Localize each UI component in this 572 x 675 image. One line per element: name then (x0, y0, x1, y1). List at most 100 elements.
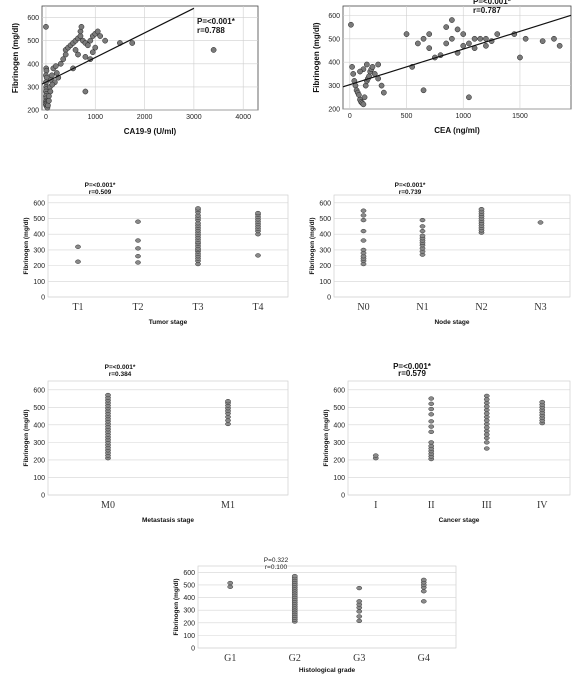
y-tick-label: 0 (41, 295, 45, 302)
data-point (82, 53, 89, 60)
y-tick-label: 300 (183, 608, 195, 615)
data-point (460, 31, 467, 37)
data-point (483, 418, 490, 423)
y-tick-label: 100 (333, 475, 345, 482)
data-point (135, 246, 141, 251)
y-tick-label: 200 (183, 620, 195, 627)
x-tick-label: T2 (132, 302, 143, 313)
y-tick-label: 500 (183, 582, 195, 589)
data-point (556, 42, 563, 49)
data-point (483, 397, 490, 402)
y-tick-label: 100 (33, 279, 45, 286)
data-point (49, 81, 56, 88)
y-tick-label: 400 (27, 61, 39, 68)
annotation-r: r=0.787 (473, 6, 501, 15)
data-point (471, 35, 478, 42)
x-tick-label: IV (537, 500, 548, 511)
data-point (449, 17, 455, 23)
x-tick-label: 1500 (512, 113, 528, 120)
data-point (419, 233, 426, 238)
data-point (75, 51, 81, 58)
y-tick-label: 400 (183, 595, 195, 602)
fit-line (342, 14, 572, 88)
data-point (369, 64, 376, 70)
annotation-p: P=<0.001* (105, 364, 136, 371)
x-tick-label: M1 (221, 500, 235, 511)
x-axis-label: Cancer stage (439, 517, 480, 524)
x-tick-label: 0 (44, 114, 48, 121)
data-point (466, 40, 472, 47)
data-point (420, 599, 427, 604)
data-point (92, 44, 99, 51)
y-tick-label: 400 (319, 232, 331, 239)
y-axis-label: Fibrinogen (mg/dl) (173, 578, 180, 635)
data-point (428, 406, 435, 412)
data-point (360, 228, 367, 234)
data-point (539, 399, 546, 405)
data-point (483, 35, 489, 42)
annotation-p: P=<0.001* (393, 362, 432, 371)
data-point (356, 618, 363, 624)
data-point (375, 61, 382, 68)
data-point (494, 31, 501, 37)
data-point (420, 87, 427, 94)
data-point (426, 31, 433, 37)
data-point (225, 399, 231, 404)
data-point (129, 40, 136, 46)
data-point (255, 253, 261, 258)
y-tick-label: 600 (33, 200, 45, 207)
data-point (483, 400, 490, 406)
y-tick-label: 500 (33, 216, 45, 223)
y-tick-label: 400 (333, 422, 345, 429)
y-tick-label: 400 (33, 422, 45, 429)
y-tick-label: 300 (328, 83, 340, 90)
data-point (77, 28, 84, 35)
data-point (348, 21, 354, 28)
data-point (78, 23, 85, 30)
data-point (428, 396, 435, 401)
x-tick-label: G4 (418, 653, 430, 664)
data-point (97, 33, 104, 39)
data-point (360, 208, 367, 213)
y-tick-label: 100 (183, 633, 195, 640)
data-point (443, 24, 450, 30)
data-point (135, 238, 141, 243)
data-point (420, 577, 427, 583)
x-tick-label: 500 (401, 113, 413, 120)
x-tick-label: 2000 (137, 114, 153, 121)
x-tick-label: II (428, 500, 435, 511)
data-point (46, 93, 52, 99)
data-point (372, 453, 379, 458)
data-point (362, 82, 369, 89)
annotation-p: P=0.322 (264, 557, 289, 564)
data-point (75, 259, 81, 264)
data-point (349, 64, 355, 70)
data-point (483, 42, 489, 49)
data-point (483, 411, 490, 416)
y-axis-label: Fibrinogen (mg/dl) (23, 409, 30, 466)
y-tick-label: 300 (33, 440, 45, 447)
y-tick-label: 200 (328, 107, 340, 114)
data-point (60, 56, 67, 63)
data-point (483, 393, 490, 399)
data-point (551, 35, 557, 42)
data-point (102, 37, 108, 44)
plot-area (47, 194, 289, 298)
y-tick-label: 600 (33, 387, 45, 394)
y-tick-label: 0 (327, 295, 331, 302)
data-point (537, 220, 544, 225)
annotation-r: r=0.384 (109, 371, 132, 378)
chart-metastasis-stage: 0 100 200 300 400 500 600 M0 M1 P=<0.001*r=0.384 M… (23, 364, 289, 524)
y-tick-label: 100 (319, 279, 331, 286)
y-tick-label: 100 (33, 475, 45, 482)
y-tick-label: 400 (33, 232, 45, 239)
x-axis-label: Metastasis stage (142, 517, 194, 524)
x-tick-label: N0 (357, 302, 369, 313)
data-point (517, 54, 523, 61)
data-point (357, 68, 363, 75)
y-tick-label: 500 (333, 405, 345, 412)
data-point (443, 40, 450, 47)
x-axis-label: CEA (ng/ml) (434, 126, 480, 135)
data-point (94, 28, 101, 35)
